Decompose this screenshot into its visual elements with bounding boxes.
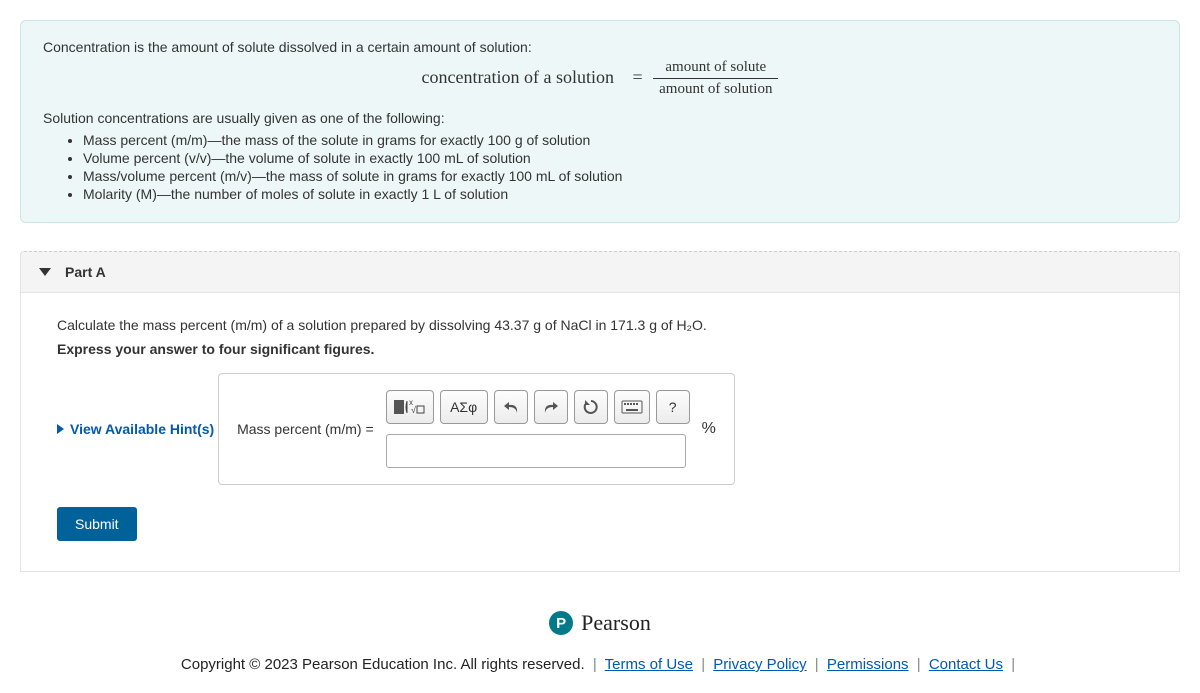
help-label: ? [669, 399, 677, 415]
concentration-formula: concentration of a solution = amount of … [43, 59, 1157, 98]
reset-button[interactable] [574, 390, 608, 424]
list-item: Molarity (M)—the number of moles of solu… [83, 186, 1157, 202]
undo-button[interactable] [494, 390, 528, 424]
list-item: Mass percent (m/m)—the mass of the solut… [83, 132, 1157, 148]
formula-fraction: amount of solute amount of solution [653, 59, 778, 98]
help-button[interactable]: ? [656, 390, 690, 424]
keyboard-button[interactable] [614, 390, 650, 424]
symbols-button[interactable]: ΑΣφ [440, 390, 488, 424]
pearson-brand: P Pearson [549, 610, 651, 636]
brand-name: Pearson [581, 610, 651, 636]
part-a-header[interactable]: Part A [20, 251, 1180, 293]
fraction-denominator: amount of solution [653, 79, 778, 98]
redo-icon [542, 399, 560, 415]
instruction-text: Express your answer to four significant … [57, 341, 1143, 357]
answer-container: Mass percent (m/m) = x √ ΑΣφ [218, 373, 735, 485]
view-hints-link[interactable]: View Available Hint(s) [57, 421, 214, 437]
formula-lhs: concentration of a solution [422, 67, 614, 87]
answer-label: Mass percent (m/m) = [237, 421, 374, 437]
keyboard-icon [621, 400, 643, 414]
symbols-label: ΑΣφ [450, 399, 477, 415]
terms-link[interactable]: Terms of Use [605, 656, 693, 673]
reset-icon [582, 398, 600, 416]
fraction-numerator: amount of solute [653, 59, 778, 79]
svg-text:√: √ [411, 405, 416, 415]
page-footer: P Pearson Copyright © 2023 Pearson Educa… [20, 610, 1180, 673]
undo-icon [502, 399, 520, 415]
list-item: Mass/volume percent (m/v)—the mass of so… [83, 168, 1157, 184]
equation-toolbar: x √ ΑΣφ [386, 390, 690, 424]
formula-eq: = [632, 67, 642, 87]
contact-link[interactable]: Contact Us [929, 656, 1003, 673]
legal-line: Copyright © 2023 Pearson Education Inc. … [20, 656, 1180, 673]
list-item: Volume percent (v/v)—the volume of solut… [83, 150, 1157, 166]
redo-button[interactable] [534, 390, 568, 424]
privacy-link[interactable]: Privacy Policy [713, 656, 806, 673]
part-a-body: Calculate the mass percent (m/m) of a so… [20, 293, 1180, 572]
hints-label: View Available Hint(s) [70, 421, 214, 437]
concept-info-box: Concentration is the amount of solute di… [20, 20, 1180, 223]
copyright-text: Copyright © 2023 Pearson Education Inc. … [181, 656, 585, 673]
part-title: Part A [65, 264, 106, 280]
question-text: Calculate the mass percent (m/m) of a so… [57, 317, 1143, 333]
permissions-link[interactable]: Permissions [827, 656, 909, 673]
chevron-right-icon [57, 424, 64, 434]
intro-text: Concentration is the amount of solute di… [43, 39, 1157, 55]
pearson-logo-icon: P [549, 611, 573, 635]
templates-icon: x √ [393, 397, 427, 417]
defs-lead: Solution concentrations are usually give… [43, 110, 1157, 126]
submit-button[interactable]: Submit [57, 507, 137, 541]
definition-list: Mass percent (m/m)—the mass of the solut… [43, 132, 1157, 202]
templates-button[interactable]: x √ [386, 390, 434, 424]
answer-input[interactable] [386, 434, 686, 468]
chevron-down-icon [39, 268, 51, 276]
answer-unit: % [702, 420, 716, 438]
